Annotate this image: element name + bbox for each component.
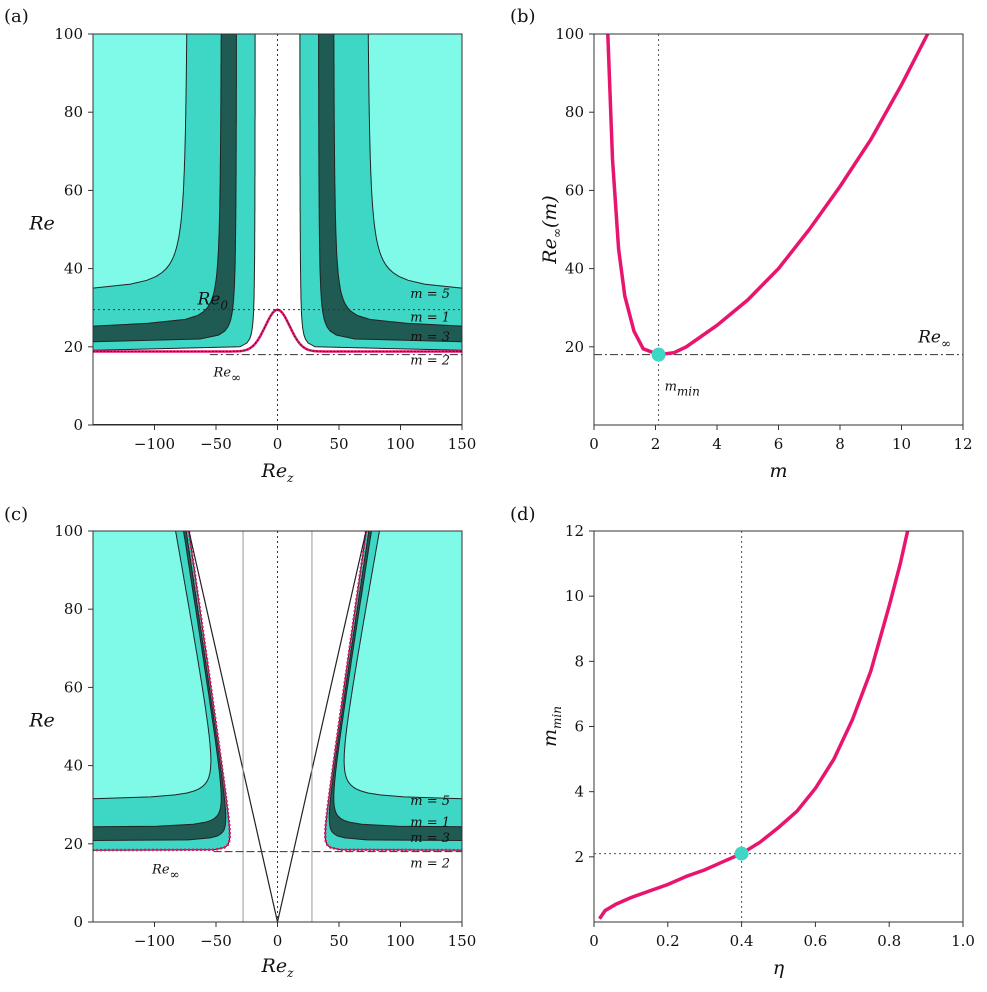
y-tick-label: 40 bbox=[64, 260, 83, 278]
y-tick-label: 20 bbox=[64, 835, 83, 853]
x-tick-label: 150 bbox=[448, 435, 477, 453]
y-tick-label: 40 bbox=[565, 260, 584, 278]
y-tick-label: 60 bbox=[64, 678, 83, 696]
panel-a: −100 −50 0 50 100 150 0 20 40 60 80 100 m = 5 m = 1 m … bbox=[4, 6, 476, 485]
mode-label: m = 2 bbox=[410, 353, 450, 368]
x-tick-label: 100 bbox=[386, 435, 415, 453]
reinf-label: Re∞ bbox=[213, 366, 241, 385]
series-line bbox=[606, 33, 930, 357]
reinf-label: Re∞ bbox=[917, 328, 951, 351]
y-tick-label: 100 bbox=[54, 522, 83, 540]
v-lines bbox=[188, 531, 367, 922]
y-tick-label: 2 bbox=[574, 848, 584, 866]
x-tick-label: 0 bbox=[589, 932, 599, 950]
x-tick-label: 50 bbox=[329, 435, 348, 453]
x-tick-label: −50 bbox=[200, 932, 232, 950]
onset-curve bbox=[323, 531, 462, 852]
y-tick-label: 6 bbox=[574, 718, 584, 736]
x-tick-label: −100 bbox=[134, 435, 175, 453]
onset-curve bbox=[93, 531, 232, 852]
y-tick-label: 80 bbox=[64, 600, 83, 618]
y-tick-label: 8 bbox=[574, 652, 584, 670]
y-axis-label: Re∞(m) bbox=[539, 195, 564, 264]
panel-d: 0 0.2 0.4 0.6 0.8 1.0 2 4 6 8 10 12 η mmin (d) bbox=[510, 504, 975, 979]
x-tick-label: 8 bbox=[835, 435, 845, 453]
x-tick-label: 12 bbox=[953, 435, 972, 453]
x-axis-label: m bbox=[769, 460, 787, 482]
y-tick-label: 80 bbox=[565, 103, 584, 121]
x-tick-label: 0 bbox=[273, 932, 283, 950]
y-tick-label: 0 bbox=[73, 913, 83, 931]
x-tick-label: 100 bbox=[386, 932, 415, 950]
y-tick-label: 10 bbox=[565, 587, 584, 605]
series-line bbox=[598, 530, 910, 920]
panel-label: (d) bbox=[510, 504, 536, 525]
marker-point bbox=[734, 846, 749, 861]
y-tick-label: 0 bbox=[73, 416, 83, 434]
plot-area bbox=[93, 34, 462, 425]
region-m5 bbox=[93, 34, 188, 293]
y-tick-label: 40 bbox=[64, 757, 83, 775]
x-tick-label: −50 bbox=[200, 435, 232, 453]
y-tick-label: 4 bbox=[574, 783, 584, 801]
mmin-label: mmin bbox=[665, 380, 700, 399]
mode-label: m = 1 bbox=[410, 815, 450, 830]
mode-label: m = 3 bbox=[410, 831, 450, 846]
x-axis-label: Rez bbox=[261, 955, 295, 980]
y-tick-label: 60 bbox=[64, 181, 83, 199]
re0-label: Re0 bbox=[197, 290, 229, 313]
x-tick-label: 4 bbox=[712, 435, 722, 453]
mode-label: m = 3 bbox=[410, 330, 450, 345]
x-tick-label: 2 bbox=[651, 435, 661, 453]
panel-label: (b) bbox=[510, 6, 536, 27]
x-tick-label: 50 bbox=[329, 932, 348, 950]
x-tick-label: 1.0 bbox=[951, 932, 975, 950]
x-tick-label: 10 bbox=[892, 435, 911, 453]
x-tick-label: 0.2 bbox=[656, 932, 680, 950]
region-m5 bbox=[93, 531, 212, 800]
x-axis-label: Rez bbox=[261, 460, 295, 485]
y-tick-label: 20 bbox=[64, 338, 83, 356]
mode-label: m = 5 bbox=[410, 287, 450, 302]
x-tick-label: 0 bbox=[273, 435, 283, 453]
y-tick-label: 20 bbox=[565, 338, 584, 356]
x-tick-label: −100 bbox=[134, 932, 175, 950]
x-tick-label: 0.8 bbox=[877, 932, 901, 950]
panel-label: (c) bbox=[4, 504, 28, 525]
panel-b: 0 2 4 6 8 10 12 20 40 60 80 100 Re∞ mmin m Re∞(m) (b) bbox=[510, 6, 973, 482]
x-tick-label: 6 bbox=[774, 435, 784, 453]
reinf-label: Re∞ bbox=[151, 863, 179, 882]
mode-label: m = 2 bbox=[410, 856, 450, 871]
region-m5 bbox=[367, 34, 462, 293]
onset-curve-dots bbox=[93, 309, 462, 352]
y-tick-label: 80 bbox=[64, 103, 83, 121]
plot-bg bbox=[594, 34, 963, 425]
panel-label: (a) bbox=[4, 6, 29, 27]
x-tick-label: 0.6 bbox=[803, 932, 827, 950]
x-tick-label: 150 bbox=[448, 932, 477, 950]
x-axis-label: η bbox=[773, 957, 785, 979]
plot-bg bbox=[594, 531, 963, 922]
y-tick-label: 100 bbox=[555, 25, 584, 43]
plot-area bbox=[93, 531, 462, 922]
y-axis-label: Re bbox=[28, 213, 55, 235]
y-tick-label: 12 bbox=[565, 522, 584, 540]
mode-label: m = 5 bbox=[410, 794, 450, 809]
mode-label: m = 1 bbox=[410, 310, 450, 325]
minimum-point bbox=[651, 347, 666, 362]
y-tick-label: 100 bbox=[54, 25, 83, 43]
x-tick-label: 0.4 bbox=[730, 932, 754, 950]
y-axis-label: mmin bbox=[539, 706, 564, 747]
y-tick-label: 60 bbox=[565, 181, 584, 199]
y-axis-label: Re bbox=[28, 710, 55, 732]
region-m5 bbox=[343, 531, 462, 800]
x-tick-label: 0 bbox=[589, 435, 599, 453]
